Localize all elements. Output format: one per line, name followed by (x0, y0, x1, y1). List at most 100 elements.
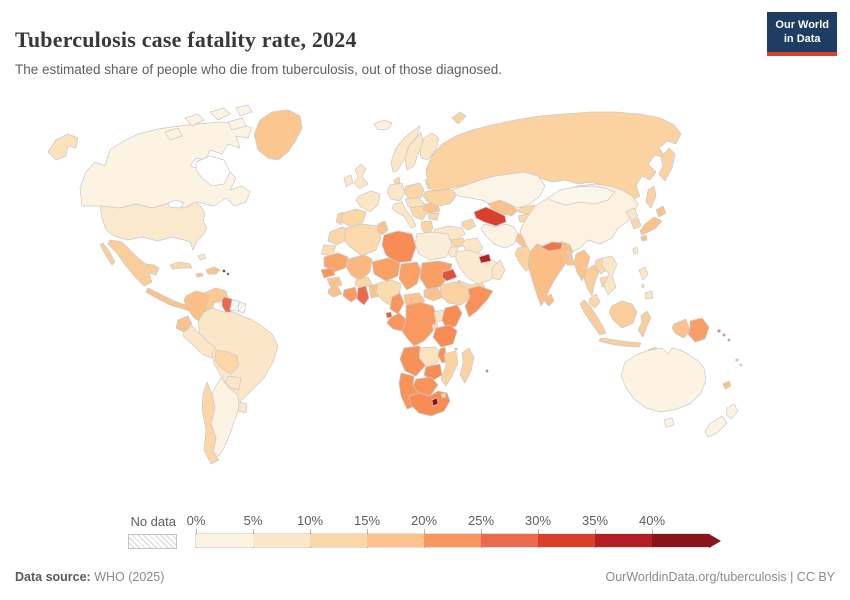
country-uk[interactable] (353, 163, 369, 190)
country-saudi-arabia[interactable] (455, 249, 499, 285)
country-russia-sakhalin[interactable] (645, 185, 657, 209)
country-sumatra[interactable] (579, 299, 607, 336)
country-finland[interactable] (419, 132, 440, 161)
country-mozambique[interactable] (440, 350, 459, 387)
country-french-guiana[interactable] (237, 301, 247, 314)
country-japan-hokkaido[interactable] (655, 205, 667, 218)
country-solomon-3[interactable] (727, 338, 731, 342)
country-mauritania[interactable] (323, 252, 349, 273)
country-russia-novaya-zemlya[interactable] (451, 111, 467, 125)
country-sri-lanka[interactable] (544, 293, 555, 307)
country-japan-kyushu[interactable] (640, 234, 648, 242)
country-antilles-dot-2[interactable] (226, 272, 230, 276)
country-australia[interactable] (620, 347, 707, 413)
country-nz-north[interactable] (725, 403, 739, 420)
country-canada-arctic-2[interactable] (184, 113, 205, 127)
country-antilles-dot-1[interactable] (222, 269, 226, 273)
legend-segment-5%[interactable] (253, 534, 310, 547)
country-usa[interactable] (99, 201, 208, 251)
country-mexico-baja[interactable] (99, 242, 116, 266)
country-png[interactable] (687, 317, 710, 343)
country-jamaica[interactable] (195, 272, 204, 278)
country-bangladesh[interactable] (563, 254, 575, 266)
country-ecuador[interactable] (175, 315, 193, 333)
country-chad[interactable] (398, 261, 422, 291)
legend-segment-25%[interactable] (481, 534, 538, 547)
country-south-korea[interactable] (630, 217, 642, 230)
country-eswatini[interactable] (440, 392, 447, 399)
legend-color-scale[interactable] (195, 533, 710, 548)
country-paraguay[interactable] (224, 375, 242, 391)
country-tanzania[interactable] (432, 324, 458, 348)
country-chile[interactable] (201, 381, 220, 465)
country-nepal[interactable] (540, 241, 563, 252)
country-senegal[interactable] (320, 267, 336, 279)
country-greenland[interactable] (253, 109, 303, 161)
country-solomon-1[interactable] (717, 329, 721, 333)
country-mexico[interactable] (107, 239, 160, 287)
country-madagascar[interactable] (459, 347, 475, 384)
country-denmark[interactable] (393, 176, 401, 185)
country-bahamas[interactable] (197, 253, 207, 261)
country-alaska[interactable] (47, 133, 79, 161)
country-ghana[interactable] (356, 285, 370, 306)
country-kenya[interactable] (441, 304, 463, 330)
country-philippines-mindanao[interactable] (644, 290, 654, 300)
country-canada-arctic-4[interactable] (235, 104, 253, 117)
legend-segment-20%[interactable] (424, 534, 481, 547)
country-libya[interactable] (381, 230, 417, 264)
country-caucasus[interactable] (461, 218, 477, 231)
country-zambia[interactable] (418, 346, 442, 368)
country-solomon-2[interactable] (722, 333, 726, 337)
legend-segment-10%[interactable] (310, 534, 367, 547)
country-somalia[interactable] (464, 285, 494, 318)
country-russia-kamchatka[interactable] (658, 147, 676, 182)
country-south-africa[interactable] (408, 390, 451, 417)
country-canada-arctic-5[interactable] (227, 117, 247, 131)
country-java[interactable] (598, 337, 642, 348)
country-canada-arctic-1[interactable] (164, 127, 183, 141)
country-norway[interactable] (390, 125, 421, 173)
country-new-caledonia[interactable] (722, 380, 732, 390)
country-uae[interactable] (478, 253, 492, 264)
country-hispaniola[interactable] (205, 266, 221, 275)
country-ukraine[interactable] (422, 187, 457, 207)
country-vietnam[interactable] (601, 255, 618, 296)
country-drc[interactable] (401, 301, 438, 347)
country-north-korea[interactable] (625, 207, 639, 222)
legend-segment-15%[interactable] (367, 534, 424, 547)
country-sierra-leone[interactable] (327, 286, 343, 298)
country-south-sudan[interactable] (423, 287, 444, 302)
country-algeria[interactable] (343, 223, 382, 257)
country-comoros[interactable] (454, 347, 458, 351)
country-taiwan[interactable] (632, 246, 639, 255)
country-italy[interactable] (391, 201, 417, 229)
country-malaysia[interactable] (588, 293, 601, 309)
country-mauritius[interactable] (485, 369, 489, 373)
country-cuba[interactable] (169, 261, 193, 270)
country-fiji-2[interactable] (739, 363, 743, 367)
country-borneo[interactable] (608, 300, 638, 329)
country-iceland[interactable] (373, 119, 393, 131)
country-guinea[interactable] (326, 276, 343, 289)
country-tunisia[interactable] (376, 220, 389, 236)
country-myanmar[interactable] (573, 249, 591, 282)
country-ivory-coast[interactable] (342, 286, 359, 303)
country-bolivia[interactable] (214, 349, 240, 375)
country-fiji-1[interactable] (735, 358, 739, 362)
country-bhutan[interactable] (564, 248, 573, 255)
attribution-text[interactable]: OurWorldinData.org/tuberculosis | CC BY (605, 570, 836, 584)
country-thailand[interactable] (583, 264, 600, 297)
country-sudan[interactable] (419, 260, 453, 290)
country-canada-arctic-3[interactable] (209, 107, 231, 121)
legend-segment-40%[interactable] (652, 534, 709, 547)
country-eritrea[interactable] (441, 268, 458, 282)
legend-segment-0%[interactable] (196, 534, 253, 547)
country-france[interactable] (355, 190, 381, 213)
country-mali[interactable] (345, 254, 373, 282)
country-germany[interactable] (386, 182, 406, 202)
country-kazakhstan[interactable] (451, 171, 546, 209)
country-mongolia[interactable] (547, 185, 616, 206)
country-tasmania[interactable] (663, 417, 675, 428)
country-egypt[interactable] (414, 231, 453, 261)
